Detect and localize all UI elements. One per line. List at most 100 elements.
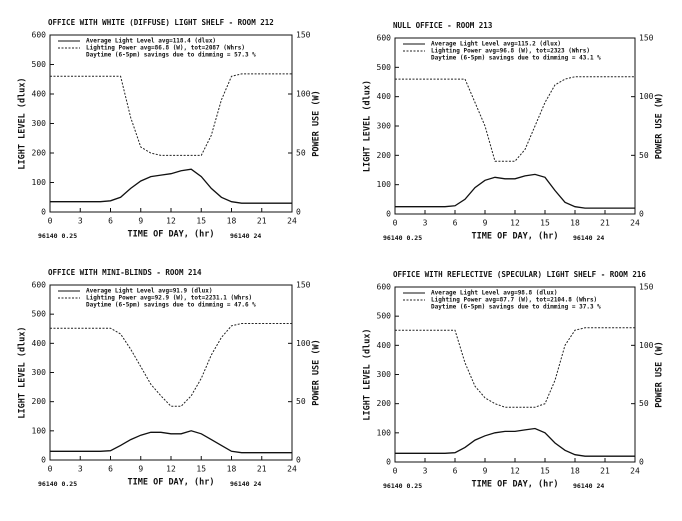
x-tick-label: 21 — [600, 219, 610, 228]
y-tick-label: 100 — [377, 428, 392, 437]
legend-label: Average Light Level avg=91.9 (dlux) — [86, 288, 212, 295]
x-tick-label: 9 — [483, 219, 488, 228]
x-tick-label: 12 — [510, 219, 520, 228]
y-tick-label: 600 — [377, 34, 392, 43]
footer-left: 96140 0.25 — [38, 232, 77, 240]
x-tick-label: 18 — [570, 467, 580, 476]
footer-right: 96140 24 — [230, 232, 261, 240]
series-line — [395, 173, 635, 209]
x-tick-label: 6 — [453, 467, 458, 476]
y-axis-label: LIGHT LEVEL (dlux) — [18, 326, 28, 418]
y2-tick-label: 150 — [639, 283, 654, 292]
x-tick-label: 0 — [393, 467, 398, 476]
x-tick-label: 6 — [108, 217, 113, 226]
x-tick-label: 24 — [630, 219, 640, 228]
y-tick-label: 300 — [32, 368, 47, 377]
y2-tick-label: 150 — [296, 31, 311, 40]
y-tick-label: 100 — [377, 180, 392, 189]
x-tick-label: 12 — [166, 217, 176, 226]
x-tick-label: 9 — [483, 467, 488, 476]
x-tick-label: 3 — [78, 217, 83, 226]
y2-tick-label: 0 — [296, 456, 301, 465]
y-tick-label: 500 — [377, 63, 392, 72]
legend-label: Lighting Power avg=87.7 (W), tot=2104.8 … — [431, 297, 597, 304]
footer-left: 96140 0.25 — [383, 234, 422, 242]
x-tick-label: 24 — [287, 217, 297, 226]
x-tick-label: 3 — [78, 465, 83, 474]
y2-tick-label: 100 — [639, 341, 654, 350]
y-tick-label: 600 — [377, 283, 392, 292]
y-tick-label: 0 — [386, 458, 391, 467]
x-tick-label: 21 — [600, 467, 610, 476]
y-tick-label: 400 — [377, 341, 392, 350]
legend-label: Average Light Level avg=118.4 (dlux) — [86, 38, 216, 45]
x-tick-label: 12 — [510, 467, 520, 476]
chart-title: NULL OFFICE - ROOM 213 — [393, 21, 493, 30]
y2-axis-label: POWER USE (W) — [655, 93, 665, 160]
y2-axis-label: POWER USE (W) — [655, 341, 665, 408]
x-axis-label: TIME OF DAY, (hr) — [128, 230, 215, 240]
annotation: Daytime (6-5pm) savings due to dimming =… — [431, 304, 601, 311]
x-tick-label: 0 — [48, 465, 53, 474]
legend-label: Lighting Power avg=96.8 (W), tot=2323 (W… — [431, 48, 590, 55]
y2-tick-label: 150 — [296, 281, 311, 290]
legend-label: Average Light Level avg=98.8 (dlux) — [431, 290, 557, 297]
y-axis-label: LIGHT LEVEL (dlux) — [363, 328, 373, 420]
y-tick-label: 400 — [377, 92, 392, 101]
x-tick-label: 15 — [196, 465, 206, 474]
y2-tick-label: 100 — [639, 92, 654, 101]
series-line — [50, 430, 292, 454]
y-tick-label: 600 — [32, 31, 47, 40]
x-tick-label: 3 — [423, 467, 428, 476]
series-line — [395, 427, 635, 457]
y-tick-label: 400 — [32, 90, 47, 99]
annotation: Daytime (6-5pm) savings due to dimming =… — [86, 52, 256, 59]
x-tick-label: 24 — [630, 467, 640, 476]
chart-title: OFFICE WITH MINI-BLINDS - ROOM 214 — [48, 268, 202, 277]
y-tick-label: 500 — [32, 310, 47, 319]
y2-tick-label: 50 — [296, 397, 306, 406]
y-axis-label: LIGHT LEVEL (dlux) — [363, 80, 373, 172]
y2-tick-label: 0 — [296, 208, 301, 217]
x-axis-label: TIME OF DAY, (hr) — [472, 232, 559, 242]
footer-right: 96140 24 — [573, 482, 604, 490]
y2-tick-label: 50 — [639, 399, 649, 408]
x-axis-label: TIME OF DAY, (hr) — [128, 478, 215, 488]
y2-tick-label: 100 — [296, 339, 311, 348]
series-line — [50, 73, 292, 156]
y-tick-label: 200 — [32, 397, 47, 406]
y-tick-label: 500 — [32, 60, 47, 69]
y-tick-label: 200 — [377, 151, 392, 160]
x-axis-label: TIME OF DAY, (hr) — [472, 480, 559, 490]
legend-label: Average Light Level avg=115.2 (dlux) — [431, 41, 561, 48]
x-tick-label: 12 — [166, 465, 176, 474]
series-line — [50, 168, 292, 204]
y-tick-label: 300 — [377, 122, 392, 131]
chart-title: OFFICE WITH REFLECTIVE (SPECULAR) LIGHT … — [393, 270, 646, 279]
y-tick-label: 100 — [32, 178, 47, 187]
series-line — [395, 76, 635, 162]
x-tick-label: 21 — [257, 217, 267, 226]
y-tick-label: 500 — [377, 312, 392, 321]
x-tick-label: 15 — [540, 467, 550, 476]
x-tick-label: 6 — [108, 465, 113, 474]
y-tick-label: 0 — [386, 210, 391, 219]
y2-tick-label: 0 — [639, 210, 644, 219]
x-tick-label: 18 — [227, 217, 237, 226]
y-tick-label: 400 — [32, 339, 47, 348]
footer-left: 96140 0.25 — [383, 482, 422, 490]
x-tick-label: 3 — [423, 219, 428, 228]
x-tick-label: 24 — [287, 465, 297, 474]
y2-axis-label: POWER USE (W) — [312, 339, 322, 406]
x-tick-label: 0 — [48, 217, 53, 226]
x-tick-label: 21 — [257, 465, 267, 474]
y-tick-label: 0 — [41, 208, 46, 217]
x-tick-label: 0 — [393, 219, 398, 228]
x-tick-label: 18 — [227, 465, 237, 474]
y-tick-label: 100 — [32, 426, 47, 435]
series-line — [395, 327, 635, 408]
annotation: Daytime (6-5pm) savings due to dimming =… — [86, 302, 256, 309]
y2-tick-label: 50 — [296, 149, 306, 158]
